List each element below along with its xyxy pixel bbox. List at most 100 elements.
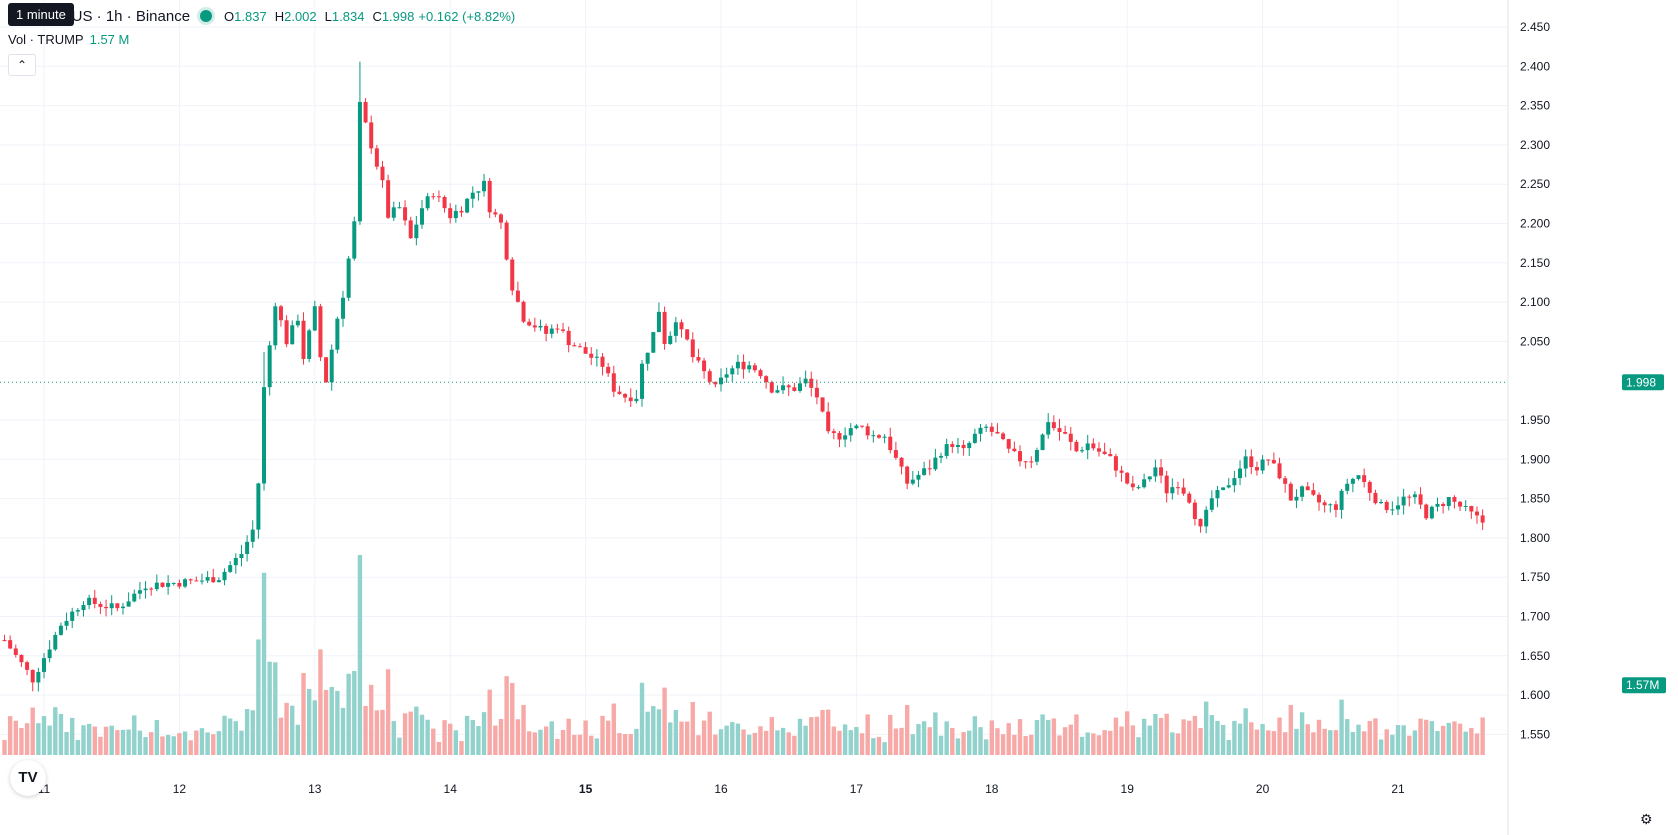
volume-bar <box>1091 733 1096 755</box>
candle-body <box>1288 483 1293 501</box>
candle-body <box>278 306 283 321</box>
volume-bar <box>1226 739 1231 755</box>
volume-bar <box>543 726 549 755</box>
volume-bar <box>1017 719 1023 755</box>
volume-bar <box>1040 714 1045 755</box>
candle-body <box>955 444 960 447</box>
volume-bar <box>521 704 526 755</box>
volume-bar <box>75 739 81 755</box>
candle-body <box>826 411 831 432</box>
candle-body <box>628 397 633 402</box>
volume-bar <box>1305 724 1310 755</box>
volume-title[interactable]: Vol · TRUMP <box>8 32 84 47</box>
candle-body <box>408 220 413 239</box>
candle-body <box>781 385 786 391</box>
volume-bar <box>1424 719 1429 755</box>
volume-bar <box>425 719 430 755</box>
time-axis[interactable]: 11 12 13 14 15 16 17 18 19 20 21 <box>38 782 1405 796</box>
volume-bar <box>126 729 131 755</box>
price-tick-label: 1.800 <box>1520 531 1550 545</box>
volume-bar <box>622 734 628 755</box>
volume-bar <box>1006 723 1011 755</box>
candle-body <box>1001 433 1006 440</box>
candle-body <box>944 444 949 456</box>
collapse-legend-button[interactable]: ⌃ <box>8 54 36 76</box>
candle-body <box>1243 456 1248 469</box>
settings-gear-icon[interactable]: ⚙ <box>1640 811 1653 827</box>
volume-bar <box>1079 736 1085 755</box>
volume-bar <box>340 707 346 755</box>
candle-body <box>199 580 204 582</box>
volume-bar <box>109 725 114 755</box>
volume-bar <box>1266 730 1271 755</box>
volume-bar <box>1463 731 1468 755</box>
volume-bar <box>363 705 368 755</box>
volume-bars <box>2 555 1485 755</box>
volume-bar <box>278 717 284 755</box>
volume-bar <box>763 730 769 755</box>
volume-bar <box>312 700 317 755</box>
close-key: C <box>372 8 382 24</box>
candle-body <box>1317 494 1322 503</box>
candle-body <box>1034 450 1039 462</box>
volume-bar <box>267 661 272 755</box>
volume-bar <box>1034 719 1040 755</box>
candle-body <box>888 436 893 451</box>
volume-bar <box>888 714 893 755</box>
candle-body <box>662 311 667 344</box>
candle-body <box>352 221 357 259</box>
price-tick-label: 2.050 <box>1520 334 1550 348</box>
candle-body <box>414 224 419 239</box>
volume-bar <box>1068 724 1073 755</box>
price-axis[interactable]: 2.450 2.400 2.350 2.300 2.250 2.200 2.150 2.100… <box>1520 20 1550 741</box>
candle-body <box>1412 494 1417 498</box>
volume-bar <box>233 721 239 755</box>
volume-bar <box>526 731 532 755</box>
volume-bar <box>871 738 876 755</box>
candle-body <box>673 322 678 336</box>
volume-bar <box>927 727 932 755</box>
volume-bar <box>961 732 966 755</box>
price-tick-label: 2.400 <box>1520 59 1550 73</box>
price-tick-label: 1.600 <box>1520 688 1550 702</box>
high-value: 2.002 <box>284 8 317 24</box>
candle-body <box>893 450 898 458</box>
volume-bar <box>1299 712 1305 755</box>
market-status-icon[interactable] <box>200 10 213 22</box>
candle-body <box>1057 428 1062 432</box>
volume-bar <box>1277 717 1282 755</box>
volume-bar <box>1147 725 1152 755</box>
candle-body <box>166 582 171 587</box>
volume-bar <box>837 730 842 755</box>
candle-body <box>792 387 797 391</box>
tradingview-logo-icon[interactable]: TV <box>10 760 46 796</box>
candle-body <box>250 529 255 542</box>
candle-body <box>1401 496 1406 506</box>
candle-body <box>374 148 379 167</box>
candle-body <box>120 606 125 609</box>
volume-bar <box>944 721 949 755</box>
volume-bar <box>13 720 18 755</box>
volume-bar <box>346 673 351 755</box>
volume-bar <box>115 730 120 755</box>
volume-bar <box>995 728 1000 755</box>
volume-bar <box>137 730 143 755</box>
volume-bar <box>1164 713 1169 755</box>
volume-bar <box>58 713 64 755</box>
volume-bar <box>1401 725 1406 755</box>
volume-bar <box>538 729 543 755</box>
volume-bar <box>724 725 729 755</box>
candle-body <box>335 318 340 350</box>
price-tick-label: 1.950 <box>1520 413 1550 427</box>
volume-bar <box>566 718 571 755</box>
volume-bar <box>1390 734 1395 755</box>
candle-body <box>724 374 729 378</box>
volume-bar <box>1113 717 1119 755</box>
candle-body <box>1192 502 1197 519</box>
candle-body <box>1204 509 1209 527</box>
volume-bar <box>842 724 848 755</box>
candle-body <box>312 306 317 331</box>
candle-body <box>1350 478 1355 484</box>
candle-body <box>1390 509 1395 511</box>
